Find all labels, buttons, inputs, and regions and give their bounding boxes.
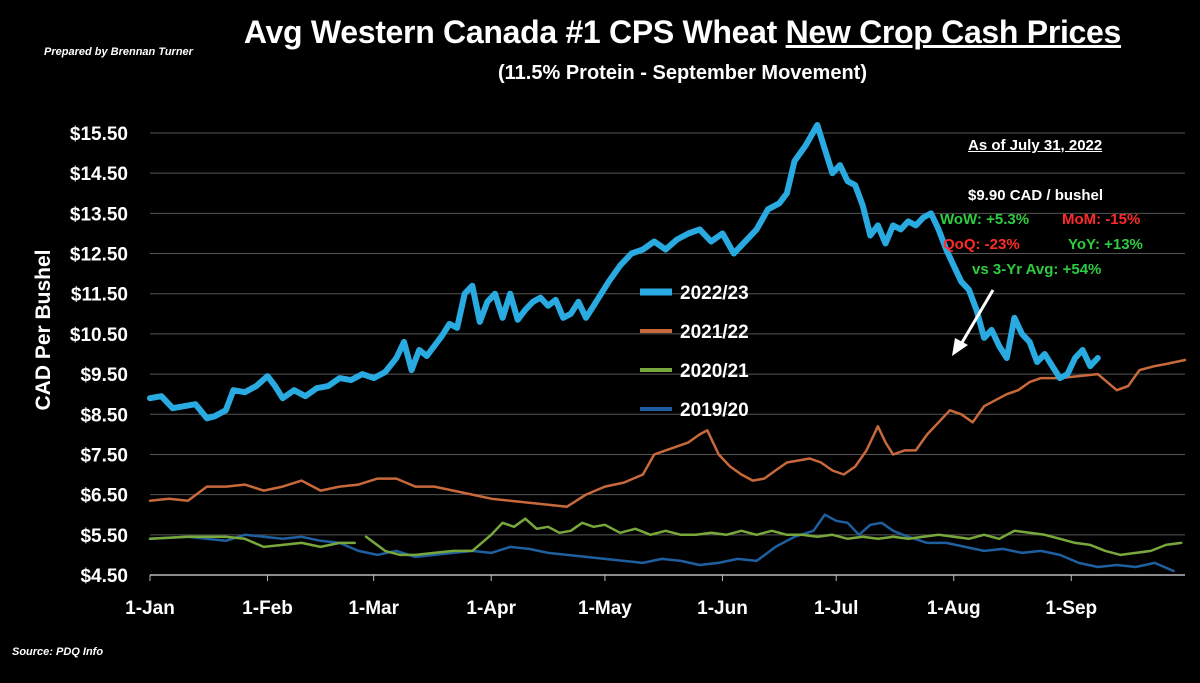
y-tick-label: $13.50 [70,204,128,225]
chart-subtitle: (11.5% Protein - September Movement) [498,62,867,84]
x-tick-label: 1-Mar [348,598,399,619]
grid-lines [150,132,1185,576]
series-line-2020-21 [148,535,356,549]
y-tick-label: $10.50 [70,325,128,346]
y-tick-label: $5.50 [80,526,128,547]
y-tick-label: $7.50 [80,445,128,466]
series-lines [147,122,1187,573]
y-tick-label: $12.50 [70,245,128,266]
y-tick-label: $11.50 [71,285,128,306]
qoq-change: QoQ: -23% [943,236,1020,253]
title-part-1: Avg Western Canada #1 CPS Wheat [243,14,786,50]
prepared-by: Prepared by Brennan Turner [44,46,193,58]
legend-label: 2019/20 [680,400,749,421]
legend-label: 2021/22 [680,322,749,343]
series-line-2022-23 [147,122,1101,422]
legend-label: 2022/23 [680,283,749,304]
x-axis-ticks: 1-Jan 1-Feb 1-Mar 1-Apr 1-May 1-Jun 1-Jul 1-Aug… [125,575,1097,619]
y-tick-label: $6.50 [80,486,128,507]
chart-title: Avg Western Canada #1 CPS Wheat New Crop… [0,14,1200,51]
y-tick-label: $9.50 [80,365,128,386]
x-tick-label: 1-Jun [697,598,748,619]
series-line-2019-20 [148,513,1175,573]
title-part-2: New Crop Cash Prices [785,14,1122,50]
y-axis-ticks: $4.50 $5.50 $6.50 $7.50 $8.50 $9.50 $10.50 $11.… [70,124,128,587]
y-tick-label: $15.50 [70,124,128,145]
x-tick-label: 1-Apr [466,598,516,619]
wow-change: WoW: +5.3% [940,211,1030,228]
series-line-2021-22 [148,358,1187,508]
legend-label: 2020/21 [680,361,749,382]
series-line-2020-21 [364,517,1183,557]
annotation-arrow [952,289,995,356]
y-axis-label: CAD Per Bushel [32,249,55,410]
x-tick-label: 1-Sep [1045,598,1097,619]
vs-avg-change: vs 3-Yr Avg: +54% [972,261,1102,278]
legend: 2022/23 2021/22 2020/21 2019/20 [640,283,749,421]
y-tick-label: $14.50 [70,164,128,185]
x-tick-label: 1-Aug [927,598,981,619]
x-tick-label: 1-Jul [814,598,858,619]
x-tick-label: 1-Feb [242,598,293,619]
source-note: Source: PDQ Info [12,646,104,658]
x-tick-label: 1-Jan [125,598,175,619]
y-tick-label: $8.50 [80,405,128,426]
y-tick-label: $4.50 [80,566,128,587]
current-price: $9.90 CAD / bushel [968,187,1104,204]
x-tick-label: 1-May [578,598,632,619]
yoy-change: YoY: +13% [1068,236,1143,253]
mom-change: MoM: -15% [1062,211,1141,228]
as-of-date: As of July 31, 2022 [968,137,1103,154]
